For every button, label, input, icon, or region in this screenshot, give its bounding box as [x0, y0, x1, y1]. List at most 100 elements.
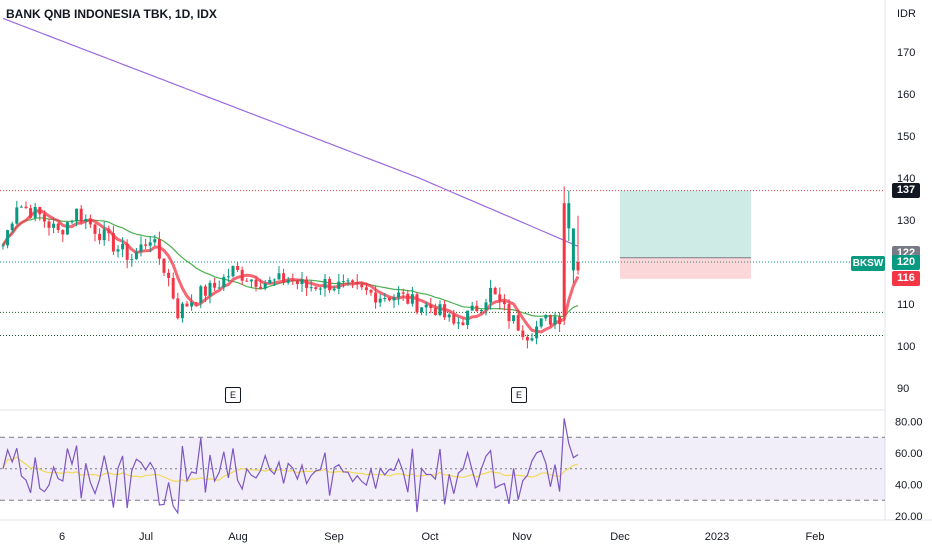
- candle-body: [562, 203, 566, 317]
- candle-body: [484, 302, 488, 310]
- candle-body: [282, 273, 286, 283]
- candle-body: [383, 297, 387, 299]
- candle-body: [153, 239, 157, 243]
- ma-mid-line: [2, 217, 579, 318]
- candle-body: [171, 278, 175, 299]
- candle-body: [213, 282, 217, 288]
- candle-body: [190, 302, 194, 307]
- candle-body: [521, 330, 525, 337]
- time-tick-label: Nov: [512, 531, 532, 543]
- candle-body: [424, 304, 428, 308]
- candle-body: [111, 233, 115, 252]
- candle-body: [571, 228, 575, 271]
- price-tick-label: 110: [897, 299, 915, 311]
- candle-body: [1, 245, 5, 247]
- candle-body: [249, 279, 253, 282]
- candle-body: [360, 284, 364, 288]
- candle-body: [355, 282, 359, 285]
- candle-body: [429, 304, 433, 309]
- candle-body: [507, 304, 511, 322]
- rsi-ma-line: [2, 456, 579, 483]
- price-label-137: 137: [892, 183, 920, 199]
- candle-body: [272, 279, 276, 281]
- time-tick-label: 6: [59, 531, 65, 543]
- candle-body: [222, 277, 226, 288]
- candle-body: [245, 280, 249, 282]
- candle-body: [259, 286, 263, 289]
- chart-title: BANK QNB INDONESIA TBK, 1D, IDX: [6, 7, 217, 21]
- candle-body: [364, 287, 368, 291]
- candle-body: [337, 281, 341, 289]
- candle-body: [93, 224, 97, 234]
- candle-body: [286, 279, 290, 283]
- candle-body: [567, 203, 571, 229]
- earnings-marker-2[interactable]: E: [511, 387, 527, 403]
- candle-body: [75, 208, 79, 222]
- candle-body: [525, 336, 529, 341]
- candle-body: [401, 292, 405, 294]
- candle-body: [318, 288, 322, 290]
- candle-body: [332, 288, 336, 291]
- candle-body: [185, 303, 189, 307]
- candle-body: [134, 251, 138, 260]
- candle-body: [199, 286, 203, 303]
- candle-body: [167, 272, 171, 279]
- rsi-tick-label: 40.00: [895, 480, 923, 492]
- candle-body: [98, 233, 102, 241]
- time-tick-label: Feb: [806, 531, 825, 543]
- time-tick-label: 2023: [705, 531, 729, 543]
- candle-body: [268, 279, 272, 284]
- rsi-band-fill: [0, 437, 885, 501]
- candle-body: [502, 301, 506, 305]
- rsi-tick-label: 20.00: [895, 511, 923, 523]
- candle-body: [70, 221, 74, 223]
- rsi-tick-label: 60.00: [895, 448, 923, 460]
- rsi-line: [2, 418, 579, 515]
- price-tick-label: 100: [897, 341, 915, 353]
- earnings-marker-1[interactable]: E: [225, 387, 241, 403]
- currency-label: IDR: [897, 8, 916, 20]
- time-tick-label: Oct: [421, 531, 438, 543]
- candle-body: [553, 316, 557, 325]
- candle-body: [231, 266, 235, 277]
- candle-body: [15, 207, 19, 224]
- candle-body: [56, 223, 60, 230]
- candle-body: [208, 282, 212, 296]
- time-tick-label: Dec: [610, 531, 630, 543]
- candle-body: [194, 302, 198, 304]
- candle-body: [240, 269, 244, 281]
- candle-body: [29, 208, 33, 218]
- candle-body: [351, 280, 355, 283]
- candle-body: [576, 262, 580, 271]
- candle-body: [38, 206, 42, 215]
- candle-body: [300, 279, 304, 285]
- candle-body: [452, 314, 456, 324]
- candle-body: [387, 297, 391, 301]
- candle-body: [309, 287, 313, 289]
- rsi-tick-label: 80.00: [895, 417, 923, 429]
- candle-body: [102, 229, 106, 241]
- price-tick-label: 140: [897, 173, 915, 185]
- candle-body: [420, 307, 424, 313]
- candle-body: [305, 279, 309, 289]
- candle-body: [438, 304, 442, 316]
- candle-body: [314, 287, 318, 290]
- candle-body: [125, 243, 129, 260]
- candle-body: [498, 294, 502, 302]
- price-tick-label: 170: [897, 47, 915, 59]
- candle-body: [548, 315, 552, 325]
- candle-body: [148, 242, 152, 246]
- ema-line: [1, 208, 580, 334]
- candle-body: [88, 218, 92, 225]
- candle-body: [33, 206, 37, 218]
- candle-body: [162, 258, 166, 273]
- candle-body: [291, 279, 295, 281]
- candle-body: [433, 308, 437, 316]
- candle-body: [84, 218, 88, 222]
- candle-body: [203, 286, 207, 296]
- price-tick-label: 150: [897, 131, 915, 143]
- time-tick-label: Jul: [139, 531, 153, 543]
- candle-body: [493, 287, 497, 295]
